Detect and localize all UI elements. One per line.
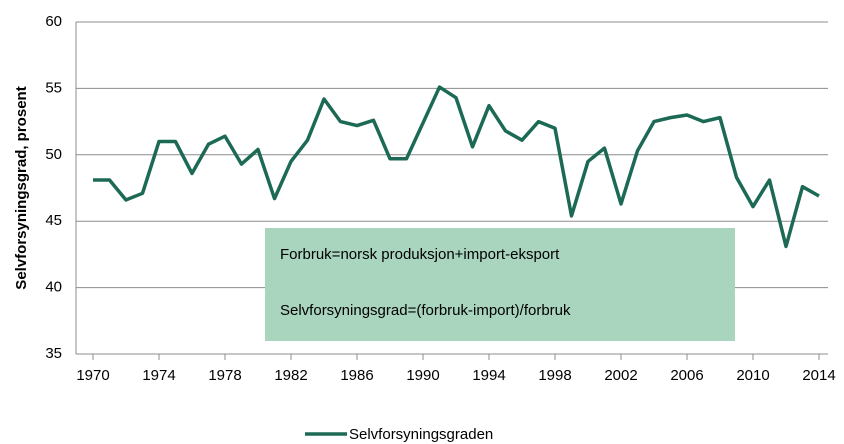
x-tick-label: 1986 bbox=[340, 367, 373, 384]
x-tick-label: 1998 bbox=[538, 367, 571, 384]
x-tick-label: 2006 bbox=[670, 367, 703, 384]
x-tick-label: 2010 bbox=[736, 367, 769, 384]
y-axis-label: Selvforsyningsgrad, prosent bbox=[13, 86, 30, 289]
y-tick-label: 35 bbox=[45, 345, 62, 362]
annotation-text: Forbruk=norsk produksjon+import-eksport bbox=[280, 246, 560, 263]
x-tick-label: 1974 bbox=[142, 367, 175, 384]
annotation-box bbox=[265, 228, 735, 341]
x-tick-label: 2002 bbox=[604, 367, 637, 384]
y-tick-label: 45 bbox=[45, 212, 62, 229]
x-tick-label: 1982 bbox=[274, 367, 307, 384]
x-tick-label: 2014 bbox=[802, 367, 835, 384]
annotation-text: Selvforsyningsgrad=(forbruk-import)/forb… bbox=[280, 302, 571, 319]
x-tick-label: 1978 bbox=[208, 367, 241, 384]
y-tick-label: 60 bbox=[45, 13, 62, 30]
x-tick-label: 1990 bbox=[406, 367, 439, 384]
y-tick-label: 55 bbox=[45, 79, 62, 96]
y-tick-label: 50 bbox=[45, 146, 62, 163]
legend-label: Selvforsyningsgraden bbox=[349, 426, 493, 443]
x-tick-label: 1994 bbox=[472, 367, 505, 384]
x-tick-label: 1970 bbox=[76, 367, 109, 384]
data-line bbox=[93, 85, 820, 249]
y-tick-label: 40 bbox=[45, 279, 62, 296]
